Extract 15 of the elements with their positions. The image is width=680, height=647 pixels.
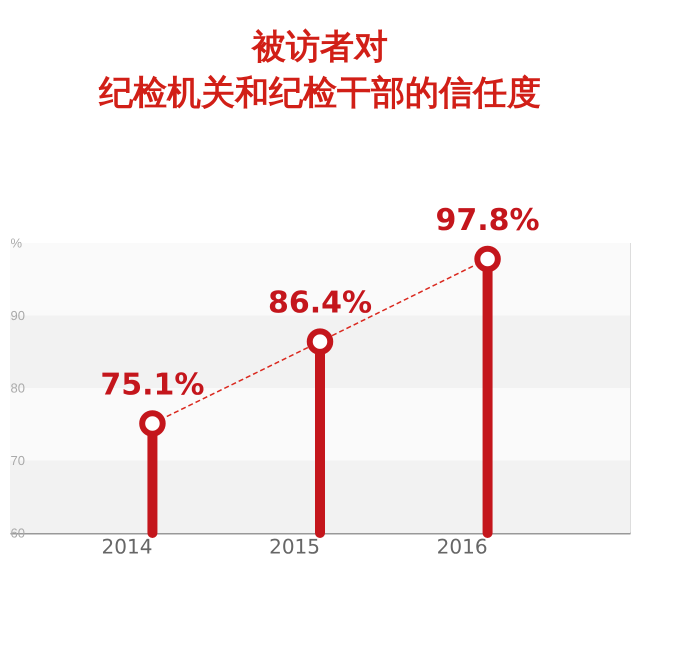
y-tick-label: 80	[10, 380, 25, 396]
y-tick-label: 70	[10, 453, 25, 468]
x-tick-label: 2016	[436, 534, 488, 558]
text: 纪检机关和纪检干部的信任度	[99, 72, 541, 113]
data-label: 86.4%	[268, 286, 372, 321]
x-tick-label: 2014	[102, 534, 152, 558]
x-tick-label: 2015	[269, 534, 320, 558]
data-label: 97.8%	[436, 202, 540, 238]
point	[474, 246, 501, 272]
point	[139, 410, 166, 437]
y-tick-label: 90	[10, 308, 25, 323]
text: 被访者对	[252, 26, 388, 67]
y-tick-label: %	[10, 236, 22, 250]
data-label: 75.1%	[100, 368, 204, 403]
point	[306, 328, 334, 355]
